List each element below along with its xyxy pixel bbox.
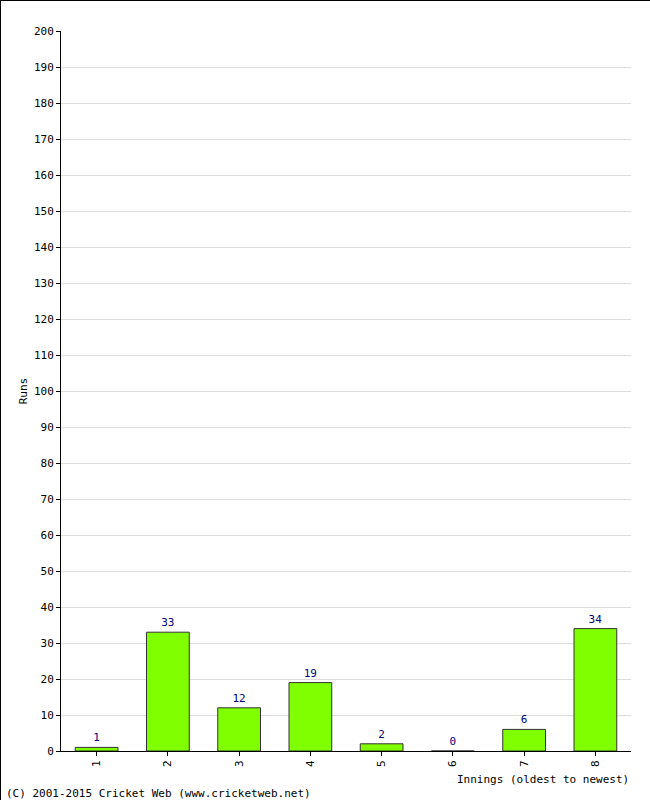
svg-text:4: 4 — [304, 760, 317, 767]
svg-text:10: 10 — [41, 709, 54, 722]
svg-text:3: 3 — [233, 760, 246, 767]
svg-text:2: 2 — [378, 728, 385, 741]
svg-text:130: 130 — [34, 277, 54, 290]
svg-text:33: 33 — [161, 616, 174, 629]
svg-text:60: 60 — [41, 529, 54, 542]
svg-text:0: 0 — [450, 735, 457, 748]
svg-text:190: 190 — [34, 61, 54, 74]
svg-text:110: 110 — [34, 349, 54, 362]
svg-text:(C) 2001-2015 Cricket Web (www: (C) 2001-2015 Cricket Web (www.cricketwe… — [6, 787, 311, 800]
svg-text:90: 90 — [41, 421, 54, 434]
svg-text:140: 140 — [34, 241, 54, 254]
svg-text:6: 6 — [521, 713, 528, 726]
svg-text:40: 40 — [41, 601, 54, 614]
svg-text:160: 160 — [34, 169, 54, 182]
svg-text:150: 150 — [34, 205, 54, 218]
svg-text:170: 170 — [34, 133, 54, 146]
svg-text:7: 7 — [518, 760, 531, 767]
svg-text:6: 6 — [446, 760, 459, 767]
svg-text:1: 1 — [93, 731, 100, 744]
svg-text:1: 1 — [90, 760, 103, 767]
svg-text:50: 50 — [41, 565, 54, 578]
svg-text:20: 20 — [41, 673, 54, 686]
svg-text:180: 180 — [34, 97, 54, 110]
svg-text:70: 70 — [41, 493, 54, 506]
svg-text:30: 30 — [41, 637, 54, 650]
svg-text:Innings (oldest to newest): Innings (oldest to newest) — [457, 773, 629, 786]
svg-text:0: 0 — [47, 745, 54, 758]
svg-text:80: 80 — [41, 457, 54, 470]
svg-text:5: 5 — [375, 760, 388, 767]
svg-text:19: 19 — [304, 667, 317, 680]
svg-text:200: 200 — [34, 25, 54, 38]
svg-text:12: 12 — [233, 692, 246, 705]
svg-text:8: 8 — [589, 760, 602, 767]
svg-text:Runs: Runs — [17, 378, 30, 405]
svg-text:34: 34 — [589, 613, 603, 626]
svg-text:2: 2 — [161, 760, 174, 767]
svg-text:120: 120 — [34, 313, 54, 326]
svg-text:100: 100 — [34, 385, 54, 398]
